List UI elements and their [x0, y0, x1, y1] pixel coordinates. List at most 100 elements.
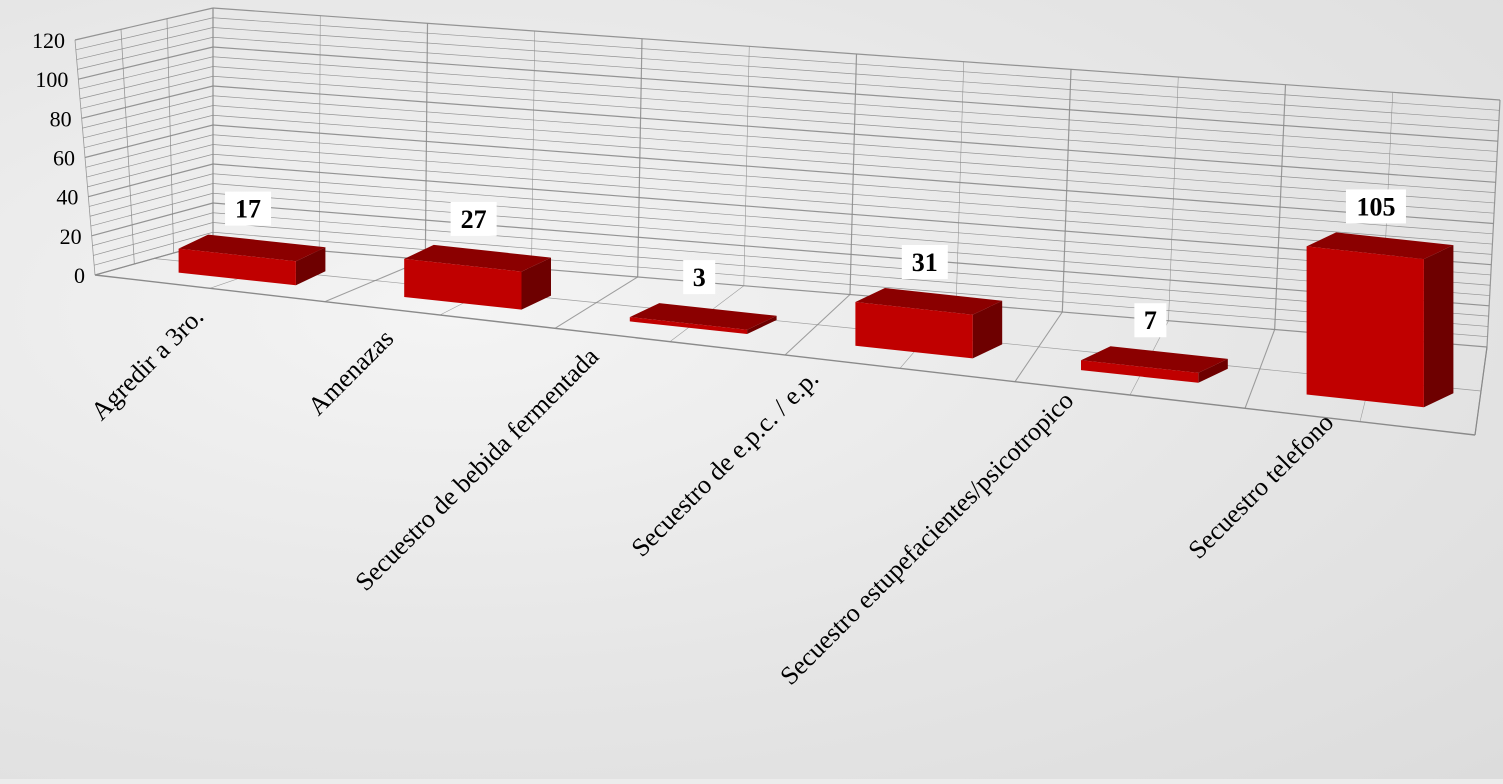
bar-top-face — [629, 303, 777, 330]
bar-front-face — [178, 248, 296, 286]
back-wall-vertical-line — [1168, 76, 1179, 321]
bar-top-face — [1306, 232, 1454, 260]
bar — [855, 288, 1003, 359]
back-wall-vertical-line — [849, 53, 858, 295]
side-wall-gridline — [92, 212, 214, 246]
side-wall-gridline — [91, 202, 214, 237]
data-label-text: 31 — [912, 248, 938, 277]
bar-front-face — [629, 317, 748, 334]
floor-mid-line — [153, 258, 1482, 392]
data-label-box — [225, 191, 272, 226]
bar-side-face — [1423, 245, 1454, 408]
bar — [178, 234, 326, 286]
side-wall-gridline — [90, 192, 214, 227]
bar-side-face — [295, 247, 326, 286]
y-tick-label: 100 — [35, 67, 68, 92]
y-tick-label: 120 — [32, 28, 65, 53]
x-tick-label: Secuestro de bebida fermentada — [349, 341, 604, 596]
back-wall-vertical-line — [1274, 84, 1287, 330]
bar-side-face — [747, 315, 777, 334]
bar-side-face — [1198, 358, 1228, 383]
side-wall-gridline — [89, 173, 214, 207]
back-wall-vertical-line — [637, 38, 643, 278]
x-tick-label: Amenazas — [302, 324, 399, 421]
y-tick-label: 60 — [53, 146, 75, 171]
data-label: 7 — [1134, 303, 1167, 338]
data-label-box — [450, 201, 497, 236]
y-tick-label: 80 — [50, 106, 72, 131]
bar — [404, 244, 551, 310]
side-wall-gridline — [84, 124, 214, 159]
data-label: 105 — [1345, 189, 1406, 224]
side-wall-gridline — [82, 95, 214, 129]
side-wall-gridline — [77, 36, 214, 70]
data-label-text: 105 — [1356, 192, 1395, 221]
x-tick-label: Secuestro de e.p.c. / e.p. — [626, 364, 825, 563]
data-label-text: 3 — [693, 263, 706, 292]
side-wall-gridline — [93, 222, 214, 256]
data-label-text: 27 — [461, 205, 487, 234]
data-label-text: 17 — [235, 195, 261, 224]
bars — [178, 232, 1454, 408]
side-wall-gridline — [76, 27, 214, 60]
data-label-box — [1134, 303, 1167, 338]
side-wall-gridline — [75, 17, 214, 51]
back-wall-vertical-line — [424, 23, 429, 260]
side-wall-vertical-line — [166, 18, 175, 254]
bar-top-face — [404, 244, 551, 272]
bar-front-face — [1081, 360, 1199, 383]
bar — [629, 303, 777, 334]
side-wall-gridline — [79, 66, 214, 100]
side-wall-gridline — [88, 163, 214, 198]
bar-front-face — [1306, 246, 1424, 408]
side-wall-vertical-line — [120, 29, 135, 265]
side-wall-gridline — [84, 114, 214, 149]
side-wall-gridline — [87, 153, 214, 188]
side-wall-gridline — [89, 183, 214, 217]
side-wall-gridline — [79, 56, 214, 90]
bar-side-face — [972, 300, 1003, 359]
y-tick-label: 40 — [56, 185, 78, 210]
back-wall-vertical-line — [743, 46, 750, 286]
bar-top-face — [1081, 346, 1228, 373]
data-label: 3 — [683, 260, 716, 295]
back-wall-vertical-line — [1486, 99, 1501, 348]
side-wall-gridline — [78, 46, 214, 80]
x-tick-label: Secuestro telefono — [1182, 408, 1339, 565]
bar — [1081, 346, 1228, 383]
back-wall-vertical-line — [955, 61, 965, 304]
side-wall-gridline — [80, 75, 214, 109]
side-wall-gridline — [83, 105, 214, 139]
data-labels: 17 27 3 31 7 105 — [225, 189, 1406, 338]
data-label-box — [1345, 189, 1406, 224]
y-tick-label: 20 — [60, 224, 82, 249]
x-tick-label: Agredir a 3ro. — [85, 302, 209, 426]
back-wall-vertical-line — [318, 15, 321, 251]
side-wall-gridline — [81, 85, 214, 119]
bar-front-face — [404, 258, 522, 310]
bar — [1306, 232, 1454, 408]
y-tick-label: 0 — [74, 263, 85, 288]
x-tick-label: Secuestro estupefacientes/psicotropico — [774, 386, 1079, 691]
side-wall-gridline — [86, 144, 214, 178]
side-wall-gridline — [85, 134, 214, 168]
bar-top-face — [178, 234, 326, 262]
bar-front-face — [855, 302, 973, 359]
grid-layer — [74, 7, 1501, 436]
data-label-text: 7 — [1144, 306, 1157, 335]
data-label: 17 — [225, 191, 272, 226]
side-wall-vertical-line — [74, 39, 96, 276]
back-wall-vertical-line — [531, 30, 536, 269]
bar-top-face — [855, 288, 1003, 315]
side-wall-gridline — [74, 7, 214, 41]
bar-side-face — [521, 257, 551, 310]
data-label: 31 — [901, 245, 948, 280]
data-label: 27 — [450, 201, 497, 236]
data-label-box — [683, 260, 716, 295]
back-wall-vertical-line — [1061, 69, 1072, 313]
data-label-box — [901, 245, 948, 280]
side-wall-gridline — [94, 231, 214, 266]
y-axis-ticks: 0 20 40 60 80 100 120 — [32, 28, 85, 288]
